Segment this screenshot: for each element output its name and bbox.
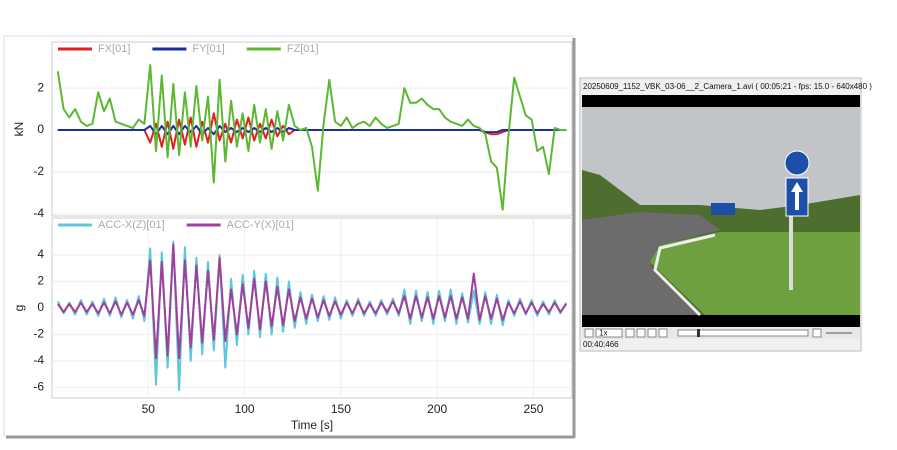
next-button[interactable] xyxy=(658,328,668,338)
grass xyxy=(650,232,860,315)
y-tick-label: 2 xyxy=(37,274,44,288)
legend-label: FZ[01] xyxy=(287,43,319,55)
video-player: 20250609_1152_VBK_03-06__2_Camera_1.avi … xyxy=(579,77,872,352)
sign-arrow xyxy=(791,182,803,210)
series-line xyxy=(56,243,568,360)
legend-label: FY[01] xyxy=(192,43,224,55)
play-button[interactable] xyxy=(584,328,594,338)
y-tick-label: -2 xyxy=(33,164,44,178)
x-tick-label: 50 xyxy=(142,402,156,416)
pause-button[interactable] xyxy=(625,328,635,338)
stop-button[interactable] xyxy=(636,328,646,338)
x-tick-label: 100 xyxy=(235,402,255,416)
y-tick-label: -4 xyxy=(33,206,44,220)
y-tick-label: 4 xyxy=(37,247,44,261)
seek-handle[interactable] xyxy=(697,329,700,337)
video-title: 20250609_1152_VBK_03-06__2_Camera_1.avi … xyxy=(583,82,872,91)
sign xyxy=(784,150,810,176)
series-line xyxy=(56,64,567,211)
y-tick-label: 0 xyxy=(37,122,44,136)
y-tick-label: -2 xyxy=(33,327,44,341)
speed: 1x xyxy=(599,329,607,338)
y-axis-label: kN xyxy=(12,122,26,137)
y-axis-label: g xyxy=(12,305,26,312)
sign xyxy=(711,203,735,215)
prev-button[interactable] xyxy=(647,328,657,338)
y-tick-label: 2 xyxy=(37,80,44,94)
video-time: 00:40:466 xyxy=(583,340,619,349)
seek-bar[interactable] xyxy=(677,329,809,337)
legend-label: FX[01] xyxy=(98,43,130,55)
road-line xyxy=(653,233,716,317)
x-tick-label: 250 xyxy=(523,402,543,416)
x-tick-label: 200 xyxy=(427,402,447,416)
x-axis-label: Time [s] xyxy=(291,418,333,432)
x-tick-label: 150 xyxy=(331,402,351,416)
y-tick-label: -4 xyxy=(33,353,44,367)
road xyxy=(582,212,720,315)
sign-pole xyxy=(789,200,793,290)
legend-label: ACC-Y(X)[01] xyxy=(227,219,294,231)
y-tick-label: -6 xyxy=(33,380,44,394)
speed-select[interactable] xyxy=(595,328,623,338)
legend-label: ACC-X(Z)[01] xyxy=(98,219,165,231)
y-tick-label: 0 xyxy=(37,300,44,314)
volume-button[interactable] xyxy=(812,328,822,338)
